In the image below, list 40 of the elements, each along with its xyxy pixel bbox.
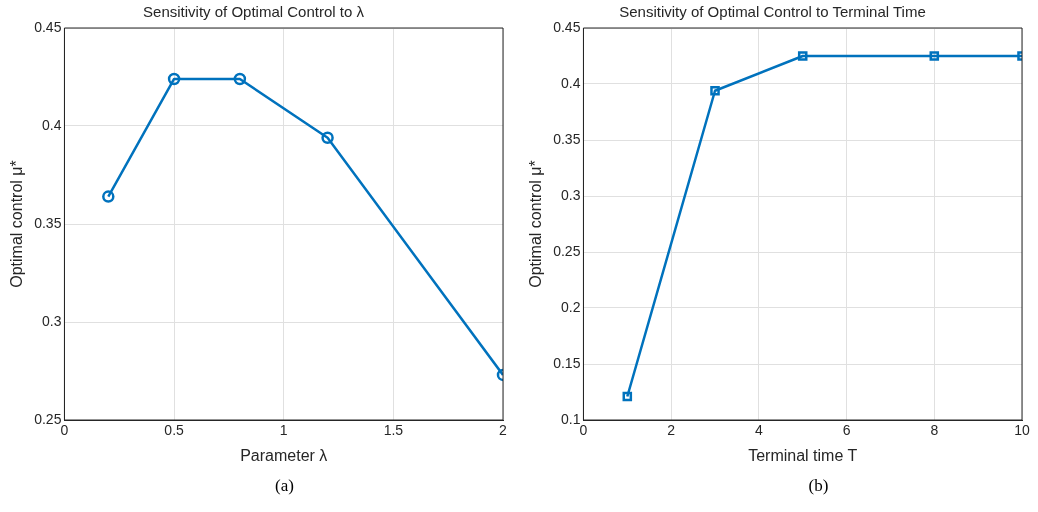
x-tick-label: 0 bbox=[579, 422, 588, 439]
x-tick-label: 1 bbox=[279, 422, 288, 439]
y-tick-label: 0.25 bbox=[34, 410, 62, 427]
y-tick-label: 0.3 bbox=[560, 186, 581, 203]
point bbox=[233, 72, 247, 86]
y-tick-label: 0.3 bbox=[41, 312, 62, 329]
chart-title: Sensitivity of Optimal Control to λ bbox=[143, 3, 365, 21]
point bbox=[929, 51, 940, 61]
x-tick-label: 8 bbox=[930, 422, 939, 439]
y-tick-label: 0.4 bbox=[560, 74, 581, 91]
x-tick-label: 1.5 bbox=[383, 422, 404, 439]
y-tick-label: 0.1 bbox=[560, 410, 581, 427]
y-tick-label: 0.45 bbox=[34, 18, 62, 35]
y-tick-label: 0.45 bbox=[553, 18, 581, 35]
x-axis-title: Terminal time T bbox=[748, 446, 858, 464]
x-tick-label: 2 bbox=[667, 422, 676, 439]
y-tick-label: 0.35 bbox=[34, 214, 62, 231]
x-tick-label: 4 bbox=[754, 422, 763, 439]
y-tick-label: 0.2 bbox=[560, 298, 581, 315]
y-axis-title: Optimal control μ* bbox=[527, 160, 545, 288]
chart-title: Sensitivity of Optimal Control to Terminal Time bbox=[619, 3, 926, 21]
text: (a) bbox=[274, 476, 295, 496]
x-tick-label: 0.5 bbox=[164, 422, 185, 439]
y-tick-label: 0.4 bbox=[41, 116, 62, 133]
text: (b) bbox=[807, 476, 830, 496]
point bbox=[710, 85, 720, 96]
x-tick-label: 6 bbox=[842, 422, 851, 439]
point bbox=[797, 51, 808, 61]
x-axis-title: Parameter λ bbox=[240, 446, 328, 464]
y-tick-label: 0.15 bbox=[553, 354, 581, 371]
y-tick-label: 0.35 bbox=[553, 130, 581, 147]
x-tick-label: 2 bbox=[499, 422, 508, 439]
x-tick-label: 10 bbox=[1014, 422, 1030, 439]
point bbox=[167, 72, 181, 86]
point bbox=[102, 190, 115, 203]
y-tick-label: 0.25 bbox=[553, 242, 581, 259]
y-axis-title: Optimal control μ* bbox=[8, 160, 26, 288]
x-tick-label: 0 bbox=[60, 422, 69, 439]
point bbox=[622, 391, 633, 402]
point bbox=[321, 131, 334, 145]
